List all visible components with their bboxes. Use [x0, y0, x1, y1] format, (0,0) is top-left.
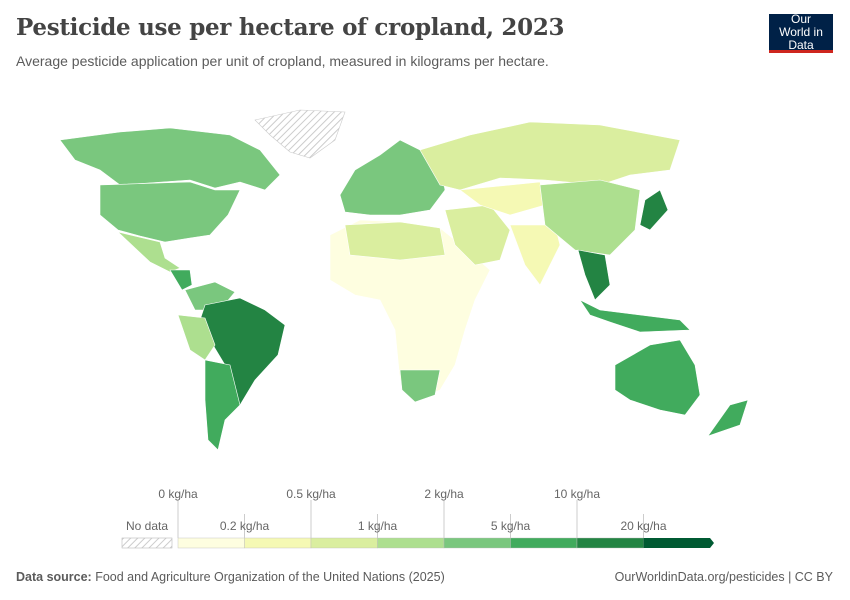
region-greenland[interactable] [254, 109, 346, 159]
region-peru-bolivia[interactable] [177, 314, 216, 361]
region-central-america[interactable] [169, 269, 193, 291]
region-japan[interactable] [639, 189, 669, 231]
legend-tick-label: 1 kg/ha [358, 519, 398, 533]
legend: No data 0 kg/ha 0.2 kg/ha 0.5 kg/ha 1 kg/ha 2… [121, 487, 714, 549]
legend-bin [643, 538, 714, 548]
legend-tick-label: 0 kg/ha [158, 487, 198, 501]
legend-bin [443, 537, 511, 549]
data-source: Data source: Food and Agriculture Organi… [16, 570, 445, 584]
region-indonesia[interactable] [579, 299, 691, 333]
legend-tick-label: 0.2 kg/ha [220, 519, 270, 533]
region-south-africa[interactable] [399, 369, 441, 403]
region-india[interactable] [509, 224, 561, 286]
region-usa[interactable] [99, 181, 241, 243]
chart-title: Pesticide use per hectare of cropland, 2… [16, 14, 565, 41]
legend-tick-label: 10 kg/ha [554, 487, 600, 501]
legend-tick-label: 20 kg/ha [620, 519, 666, 533]
chart-subtitle: Average pesticide application per unit o… [16, 53, 549, 69]
legend-bin [510, 537, 578, 549]
region-russia[interactable] [419, 121, 681, 191]
legend-bin [576, 537, 644, 549]
region-canada[interactable] [59, 127, 281, 191]
legend-bin [310, 537, 378, 549]
legend-no-data-swatch [121, 537, 173, 549]
legend-tick-label: 5 kg/ha [491, 519, 531, 533]
region-china[interactable] [539, 179, 641, 256]
legend-tick-label: 0.5 kg/ha [286, 487, 336, 501]
legend-bin [244, 537, 312, 549]
region-new-zealand[interactable] [707, 399, 749, 437]
world-map[interactable] [0, 100, 850, 460]
legend-bin [177, 537, 245, 549]
region-north-africa[interactable] [344, 221, 446, 261]
source-url-link[interactable]: OurWorldinData.org/pesticides | CC BY [614, 570, 833, 584]
legend-bin [377, 537, 445, 549]
region-australia[interactable] [614, 339, 701, 416]
logo-text: Our World in Data [779, 11, 823, 52]
region-argentina-chile[interactable] [204, 359, 241, 451]
legend-tick-label: 2 kg/ha [424, 487, 464, 501]
owid-logo[interactable]: Our World in Data [769, 11, 833, 53]
region-southeast-asia[interactable] [577, 249, 611, 301]
region-central-asia[interactable] [459, 181, 546, 216]
legend-no-data-label: No data [126, 519, 168, 533]
